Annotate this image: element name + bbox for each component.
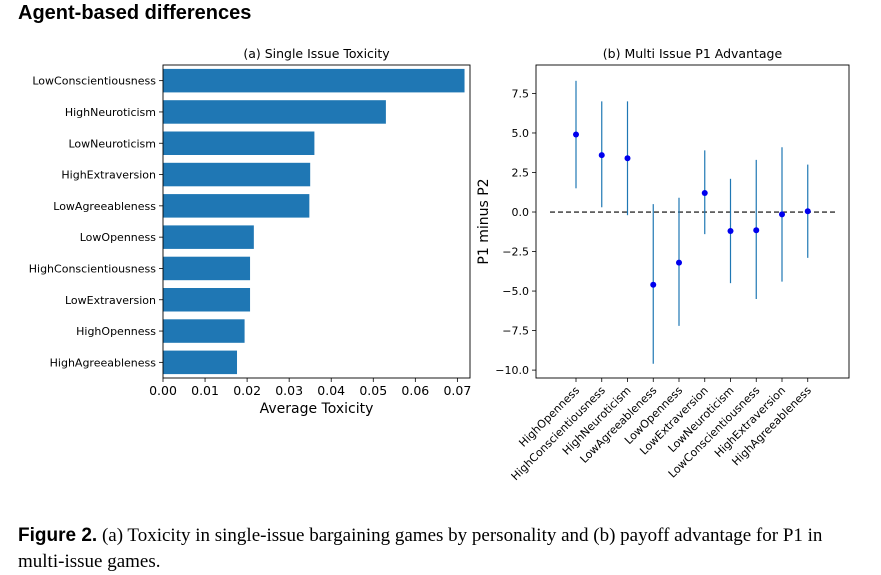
y-tick-label: LowAgreeableness <box>53 200 156 213</box>
page-heading: Agent-based differences <box>18 2 252 24</box>
y-axis-label: P1 minus P2 <box>476 178 492 264</box>
bar-LowConscientiousness <box>163 68 465 93</box>
x-tick-label: 0.03 <box>275 383 303 398</box>
y-tick-label: 7.5 <box>512 87 530 100</box>
bar-HighOpenness <box>163 319 245 343</box>
y-tick-label: LowOpenness <box>80 231 157 244</box>
y-tick-label: −10.0 <box>495 364 529 377</box>
y-tick-label: HighOpenness <box>76 325 156 338</box>
x-tick-label: 0.04 <box>317 383 345 398</box>
chart-b-multi-issue-p1-advantage: (b) Multi Issue P1 Advantage 7.5 5.0 2.5 0.0… <box>476 46 850 483</box>
x-tick-label: 0.07 <box>443 383 471 398</box>
bar-HighExtraversion <box>163 162 311 187</box>
point-HighExtraversion <box>779 211 785 218</box>
y-tick-label: LowExtraversion <box>65 294 156 307</box>
y-tick-label: 2.5 <box>512 166 530 179</box>
y-tick-label: HighExtraversion <box>61 169 156 182</box>
point-LowAgreeableness <box>650 281 657 288</box>
caption-text: (a) Toxicity in single-issue bargaining … <box>18 525 823 572</box>
x-tick-label: 0.05 <box>359 383 387 398</box>
bar-LowAgreeableness <box>163 194 310 218</box>
x-tick-label: 0.06 <box>401 383 429 398</box>
bar-HighConscientiousness <box>163 256 251 281</box>
point-LowOpenness <box>676 259 682 266</box>
point-HighOpenness <box>573 131 579 138</box>
bar-LowNeuroticism <box>163 131 315 155</box>
y-tick-label: −5.0 <box>502 285 529 298</box>
y-tick-label: 0.0 <box>512 206 530 219</box>
point-HighAgreeableness <box>804 208 811 215</box>
point-LowExtraversion <box>701 190 708 197</box>
point-HighNeuroticism <box>624 155 631 162</box>
point-LowNeuroticism <box>727 227 734 234</box>
y-tick-label: 5.0 <box>512 127 530 140</box>
y-tick-label: HighNeuroticism <box>65 106 156 119</box>
point-HighConscientiousness <box>598 152 605 159</box>
plot-frame <box>535 64 850 379</box>
x-tick-label: 0.00 <box>149 383 177 398</box>
y-tick-label: HighConscientiousness <box>29 262 157 275</box>
y-tick-label: HighAgreeableness <box>50 356 157 369</box>
point-LowConscientiousness <box>753 227 760 234</box>
chart-b-title: (b) Multi Issue P1 Advantage <box>603 46 783 61</box>
x-tick-label: 0.02 <box>233 383 261 398</box>
bar-LowOpenness <box>163 225 254 249</box>
x-tick-label: 0.01 <box>191 383 219 398</box>
caption-label: Figure 2. <box>18 525 98 546</box>
bar-HighAgreeableness <box>163 350 238 375</box>
bar-HighNeuroticism <box>163 100 386 124</box>
y-tick-label: −7.5 <box>502 325 529 338</box>
y-tick-label: LowConscientiousness <box>32 75 156 88</box>
y-tick-label: −2.5 <box>502 246 529 259</box>
chart-a-single-issue-toxicity: (a) Single Issue Toxicity LowConscientiou… <box>29 46 472 417</box>
bar-LowExtraversion <box>163 288 251 312</box>
figure-canvas: (a) Single Issue Toxicity LowConscientiou… <box>29 46 850 483</box>
x-axis-label: Average Toxicity <box>260 401 374 417</box>
plot-frame <box>162 64 471 379</box>
y-tick-label: LowNeuroticism <box>68 137 156 150</box>
figure-caption: Figure 2. (a) Toxicity in single-issue b… <box>18 523 868 575</box>
chart-a-title: (a) Single Issue Toxicity <box>243 46 390 61</box>
